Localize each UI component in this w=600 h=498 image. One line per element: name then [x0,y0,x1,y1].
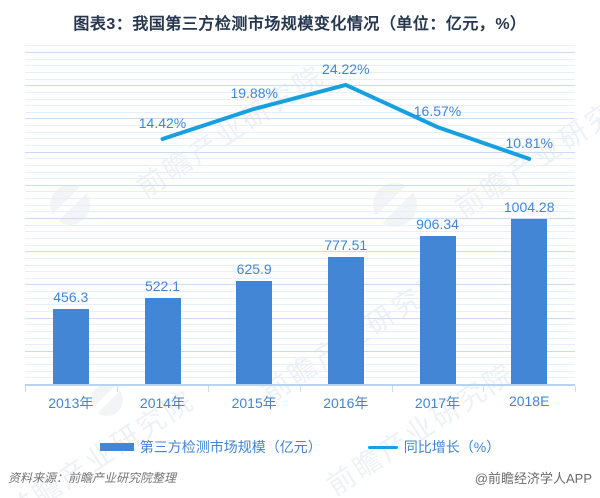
gridline-minor [25,45,575,47]
legend-item-bar-series: 第三方检测市场规模（亿元） [99,437,322,457]
gridline-minor [25,277,575,279]
x-axis-line [25,384,575,386]
gridline-major [25,184,575,186]
gridline-minor [25,271,575,273]
gridline-minor [25,178,575,180]
gridline-minor [25,171,575,173]
bar-value-label: 625.9 [236,261,272,278]
gridline-minor [25,311,575,312]
gridline-minor [25,204,575,206]
bar-2017年 [419,235,456,384]
bar-value-label: 906.34 [416,215,459,232]
x-axis-tick [25,386,26,392]
gridline-major [25,52,575,53]
line-series-swatch-icon [367,445,398,449]
gridline-major [25,317,575,319]
legend-item-line-series: 同比增长（%） [367,437,501,457]
gridline-major [25,151,575,153]
gridline-minor [25,131,575,133]
gridline-minor [25,364,575,366]
bar-value-label: 522.1 [144,278,181,295]
x-axis-label-2017年: 2017年 [414,395,461,411]
gridline-minor [25,330,575,332]
growth-line [160,82,532,161]
x-axis-label-2014年: 2014年 [139,395,186,411]
source-text: 资料来源：前瞻产业研究院整理 [8,470,177,485]
gridline-minor [25,344,575,346]
chart-title: 图表3：我国第三方检测市场规模变化情况（单位：亿元，%） [73,16,527,33]
gridline-minor [25,138,575,140]
gridline-minor [25,264,575,266]
legend-label-line-series: 同比增长（%） [403,439,501,455]
bar-2018E [511,219,548,384]
line-value-label: 24.22% [322,60,370,77]
gridline-minor [25,224,575,226]
x-axis-label-2018E: 2018E [508,393,550,409]
gridline-major [25,284,575,286]
bar-2014年 [144,298,181,384]
legend: 第三方检测市场规模（亿元） 同比增长（%） [0,438,600,456]
gridline-minor [25,78,575,80]
gridline-minor [25,65,575,67]
gridline-minor [25,357,575,359]
qianzhan-logo-watermark-icon [91,384,123,416]
gridline-minor [25,125,575,126]
gridline-minor [25,324,575,326]
line-value-label: 19.88% [230,84,278,101]
x-axis-tick [116,386,118,392]
x-axis-tick [575,386,576,392]
gridline-major [25,118,575,120]
gridline-major [25,251,575,253]
gridline-minor [25,370,575,372]
legend-label-bar-series: 第三方检测市场规模（亿元） [139,439,322,455]
gridline-major [25,218,575,219]
x-axis-label-2015年: 2015年 [231,395,277,411]
gridline-minor [25,58,575,60]
gridline-minor [25,164,575,166]
credit-text: @前瞻经济学人APP [474,470,592,486]
bar-2013年 [52,309,89,384]
gridline-minor [25,297,575,299]
gridline-minor [25,198,575,200]
line-value-label: 10.81% [505,134,553,151]
gridline-minor [25,291,575,292]
gridline-minor [25,237,575,239]
x-axis-tick [208,386,210,392]
gridline-minor [25,257,575,259]
bar-series-swatch-icon [99,443,134,451]
x-axis-label-2013年: 2013年 [48,395,94,411]
bar-value-label: 777.51 [324,236,368,253]
gridline-minor [25,105,575,107]
bar-value-label: 1004.28 [503,199,555,216]
gridline-minor [25,158,575,160]
gridline-minor [25,91,575,93]
footer: 资料来源：前瞻产业研究院整理 @前瞻经济学人APP [8,468,592,486]
x-axis-tick [300,386,301,392]
gridline-minor [25,145,575,146]
bar-value-label: 456.3 [53,289,89,306]
gridline-minor [25,377,575,379]
gridline-minor [25,231,575,233]
gridline-minor [25,98,575,100]
gridline-major [25,85,575,87]
bar-2015年 [236,281,273,384]
x-axis-tick [391,386,393,392]
gridline-minor [25,244,575,246]
bar-2016年 [327,256,364,384]
gridline-major [25,350,575,352]
gridline-minor [25,191,575,193]
gridline-minor [25,111,575,113]
gridline-minor [25,71,575,73]
x-axis-label-2016年: 2016年 [323,395,369,411]
line-value-label: 16.57% [413,103,462,120]
line-value-label: 14.42% [138,115,187,131]
gridline-minor [25,211,575,213]
gridline-minor [25,304,575,306]
gridline-minor [25,337,575,339]
x-axis-tick [483,386,485,392]
